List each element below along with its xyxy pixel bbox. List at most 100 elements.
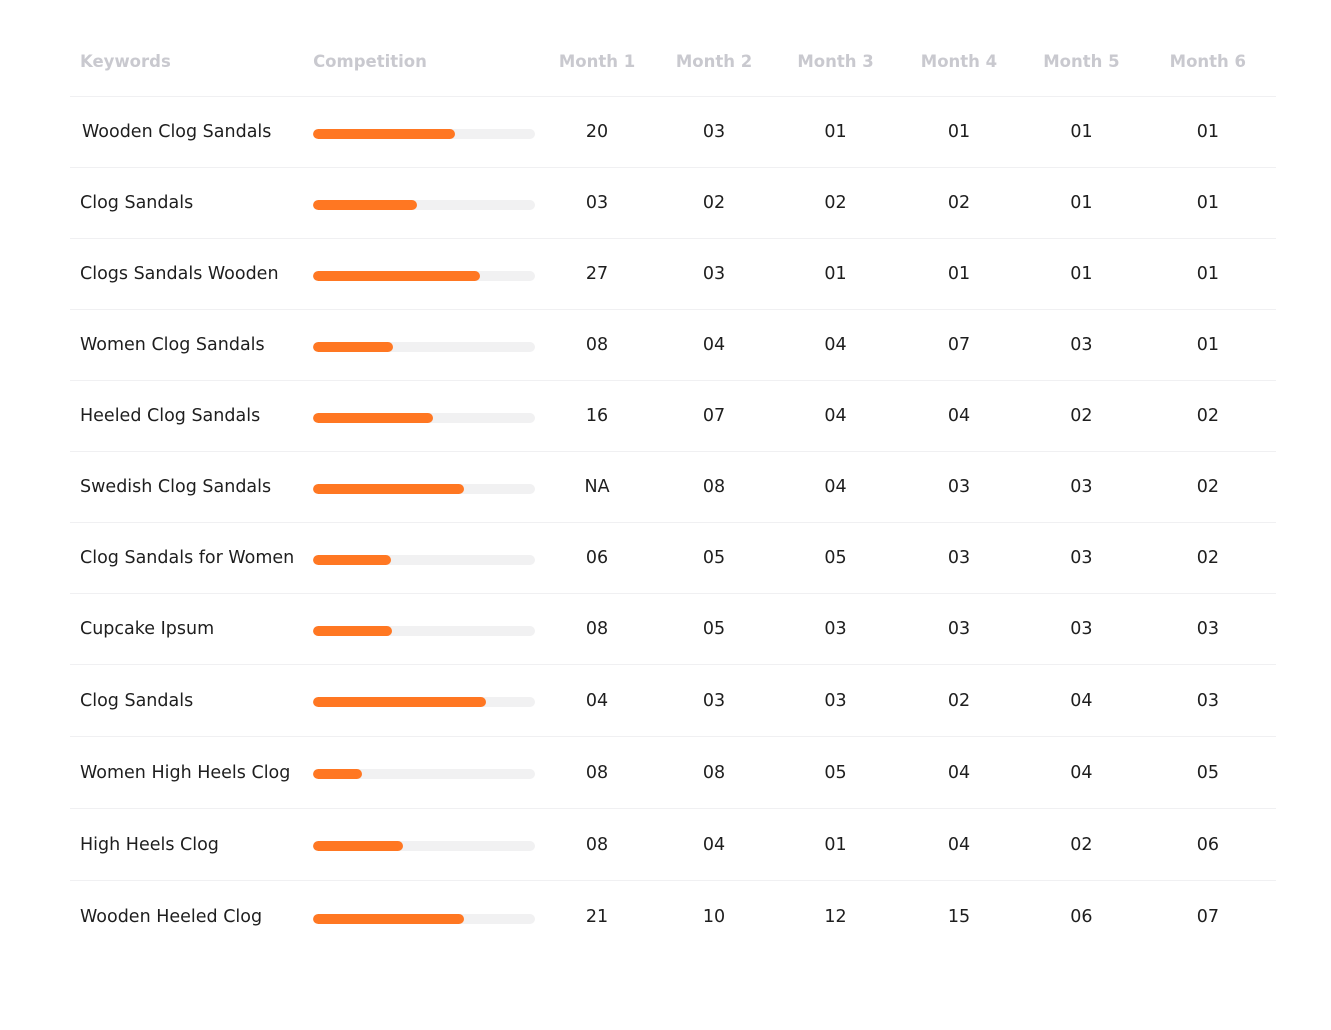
month-1-value: 08 [585,834,609,855]
table-row[interactable]: Cupcake Ipsum 08 05 03 03 03 03 [70,594,1276,665]
header-keywords[interactable]: Keywords [80,51,171,71]
table-header: Keywords Competition Month 1 Month 2 Mon… [70,26,1276,97]
month-4-value: 01 [947,264,971,284]
competition-bar-track [313,769,536,779]
competition-bar-track [313,128,536,139]
header-month-1[interactable]: Month 1 [558,51,636,71]
month-5-value: 03 [1070,335,1093,355]
month-6-value: 01 [1196,193,1219,213]
month-6-value: 07 [1196,907,1219,927]
month-2-value: 04 [702,335,726,355]
competition-cell [313,268,542,281]
month-5-value: 03 [1070,619,1093,639]
competition-bar-track [313,841,536,851]
month-1-value: 03 [585,193,609,213]
competition-cell [313,197,542,210]
keyword-cell: Women High Heels Clog [80,762,291,783]
month-4-value: 03 [947,477,971,497]
month-2-value: 10 [702,907,726,927]
competition-cell [313,911,542,924]
month-3-value: 04 [824,406,847,426]
month-5-value: 01 [1070,264,1093,284]
month-2-value: 05 [702,548,726,568]
month-2-value: 03 [702,690,726,711]
table-row[interactable]: Women High Heels Clog 08 08 05 04 04 05 [70,737,1276,809]
month-4-value: 02 [947,193,971,213]
competition-cell [313,766,542,779]
month-4-value: 04 [947,834,971,855]
competition-bar-track [313,913,536,924]
header-month-2[interactable]: Month 2 [675,51,753,71]
table-row[interactable]: Clog Sandals 03 02 02 02 01 01 [70,168,1276,239]
month-2-value: 03 [702,122,726,142]
competition-bar-fill [313,841,403,851]
month-3-value: 01 [824,264,847,284]
month-3-value: 04 [824,477,847,497]
header-month-3[interactable]: Month 3 [797,51,874,71]
competition-cell [313,410,542,423]
month-6-value: 01 [1196,264,1219,284]
month-1-value: 06 [585,548,609,568]
competition-bar-track [313,697,536,707]
keyword-cell: Clog Sandals [80,690,194,711]
month-4-value: 03 [947,548,971,568]
competition-bar-fill [313,769,362,779]
month-5-value: 03 [1070,477,1093,497]
month-2-value: 05 [702,619,726,639]
month-4-value: 02 [947,690,971,711]
keyword-cell: Wooden Heeled Clog [80,907,263,927]
competition-cell [313,126,542,139]
header-competition[interactable]: Competition [313,51,427,71]
month-1-value: 16 [585,406,609,426]
table-row[interactable]: Wooden Clog Sandals 20 03 01 01 01 01 [70,97,1276,168]
competition-bar-fill [313,270,480,281]
month-6-value: 02 [1196,477,1219,497]
month-4-value: 01 [947,122,971,142]
table-row[interactable]: Clogs Sandals Wooden 27 03 01 01 01 01 [70,239,1276,310]
month-3-value: 03 [824,690,847,711]
keyword-cell: Swedish Clog Sandals [80,477,272,497]
month-2-value: 07 [702,406,726,426]
header-month-4[interactable]: Month 4 [920,51,998,71]
table-row[interactable]: Clog Sandals 04 03 03 02 04 03 [70,665,1276,737]
month-3-value: 04 [824,335,847,355]
month-2-value: 04 [702,834,726,855]
competition-bar-track [313,412,536,423]
month-5-value: 04 [1070,762,1093,783]
table-row[interactable]: Swedish Clog Sandals NA 08 04 03 03 02 [70,452,1276,523]
keyword-cell: Clogs Sandals Wooden [80,264,279,284]
header-month-6[interactable]: Month 6 [1169,51,1247,71]
competition-bar-track [313,270,536,281]
table-row[interactable]: Clog Sandals for Women 06 05 05 03 03 02 [70,523,1276,594]
month-3-value: 05 [824,762,847,783]
table-row[interactable]: Heeled Clog Sandals 16 07 04 04 02 02 [70,381,1276,452]
competition-cell [313,481,542,494]
month-1-value: 08 [585,762,609,783]
table-row[interactable]: Wooden Heeled Clog 21 10 12 15 06 07 [70,881,1276,953]
month-6-value: 03 [1196,690,1219,711]
keyword-cell: Cupcake Ipsum [80,619,215,639]
month-6-value: 02 [1196,406,1219,426]
month-2-value: 03 [702,264,726,284]
month-4-value: 07 [947,335,971,355]
month-6-value: 05 [1196,762,1219,783]
month-6-value: 01 [1196,335,1219,355]
competition-cell [313,623,542,636]
month-6-value: 06 [1196,834,1219,855]
month-6-value: 03 [1196,619,1219,639]
competition-bar-track [313,341,536,352]
competition-bar-track [313,199,536,210]
competition-cell [313,838,542,851]
competition-bar-track [313,625,536,636]
keyword-cell: High Heels Clog [80,834,219,855]
month-1-value: NA [584,477,610,497]
competition-bar-fill [313,625,392,636]
table-row[interactable]: Women Clog Sandals 08 04 04 07 03 01 [70,310,1276,381]
month-3-value: 01 [824,122,847,142]
header-month-5[interactable]: Month 5 [1043,51,1120,71]
competition-bar-fill [313,128,456,139]
competition-bar-track [313,483,536,494]
month-6-value: 01 [1196,122,1219,142]
table-row[interactable]: High Heels Clog 08 04 01 04 02 06 [70,809,1276,881]
competition-bar-fill [313,913,465,924]
